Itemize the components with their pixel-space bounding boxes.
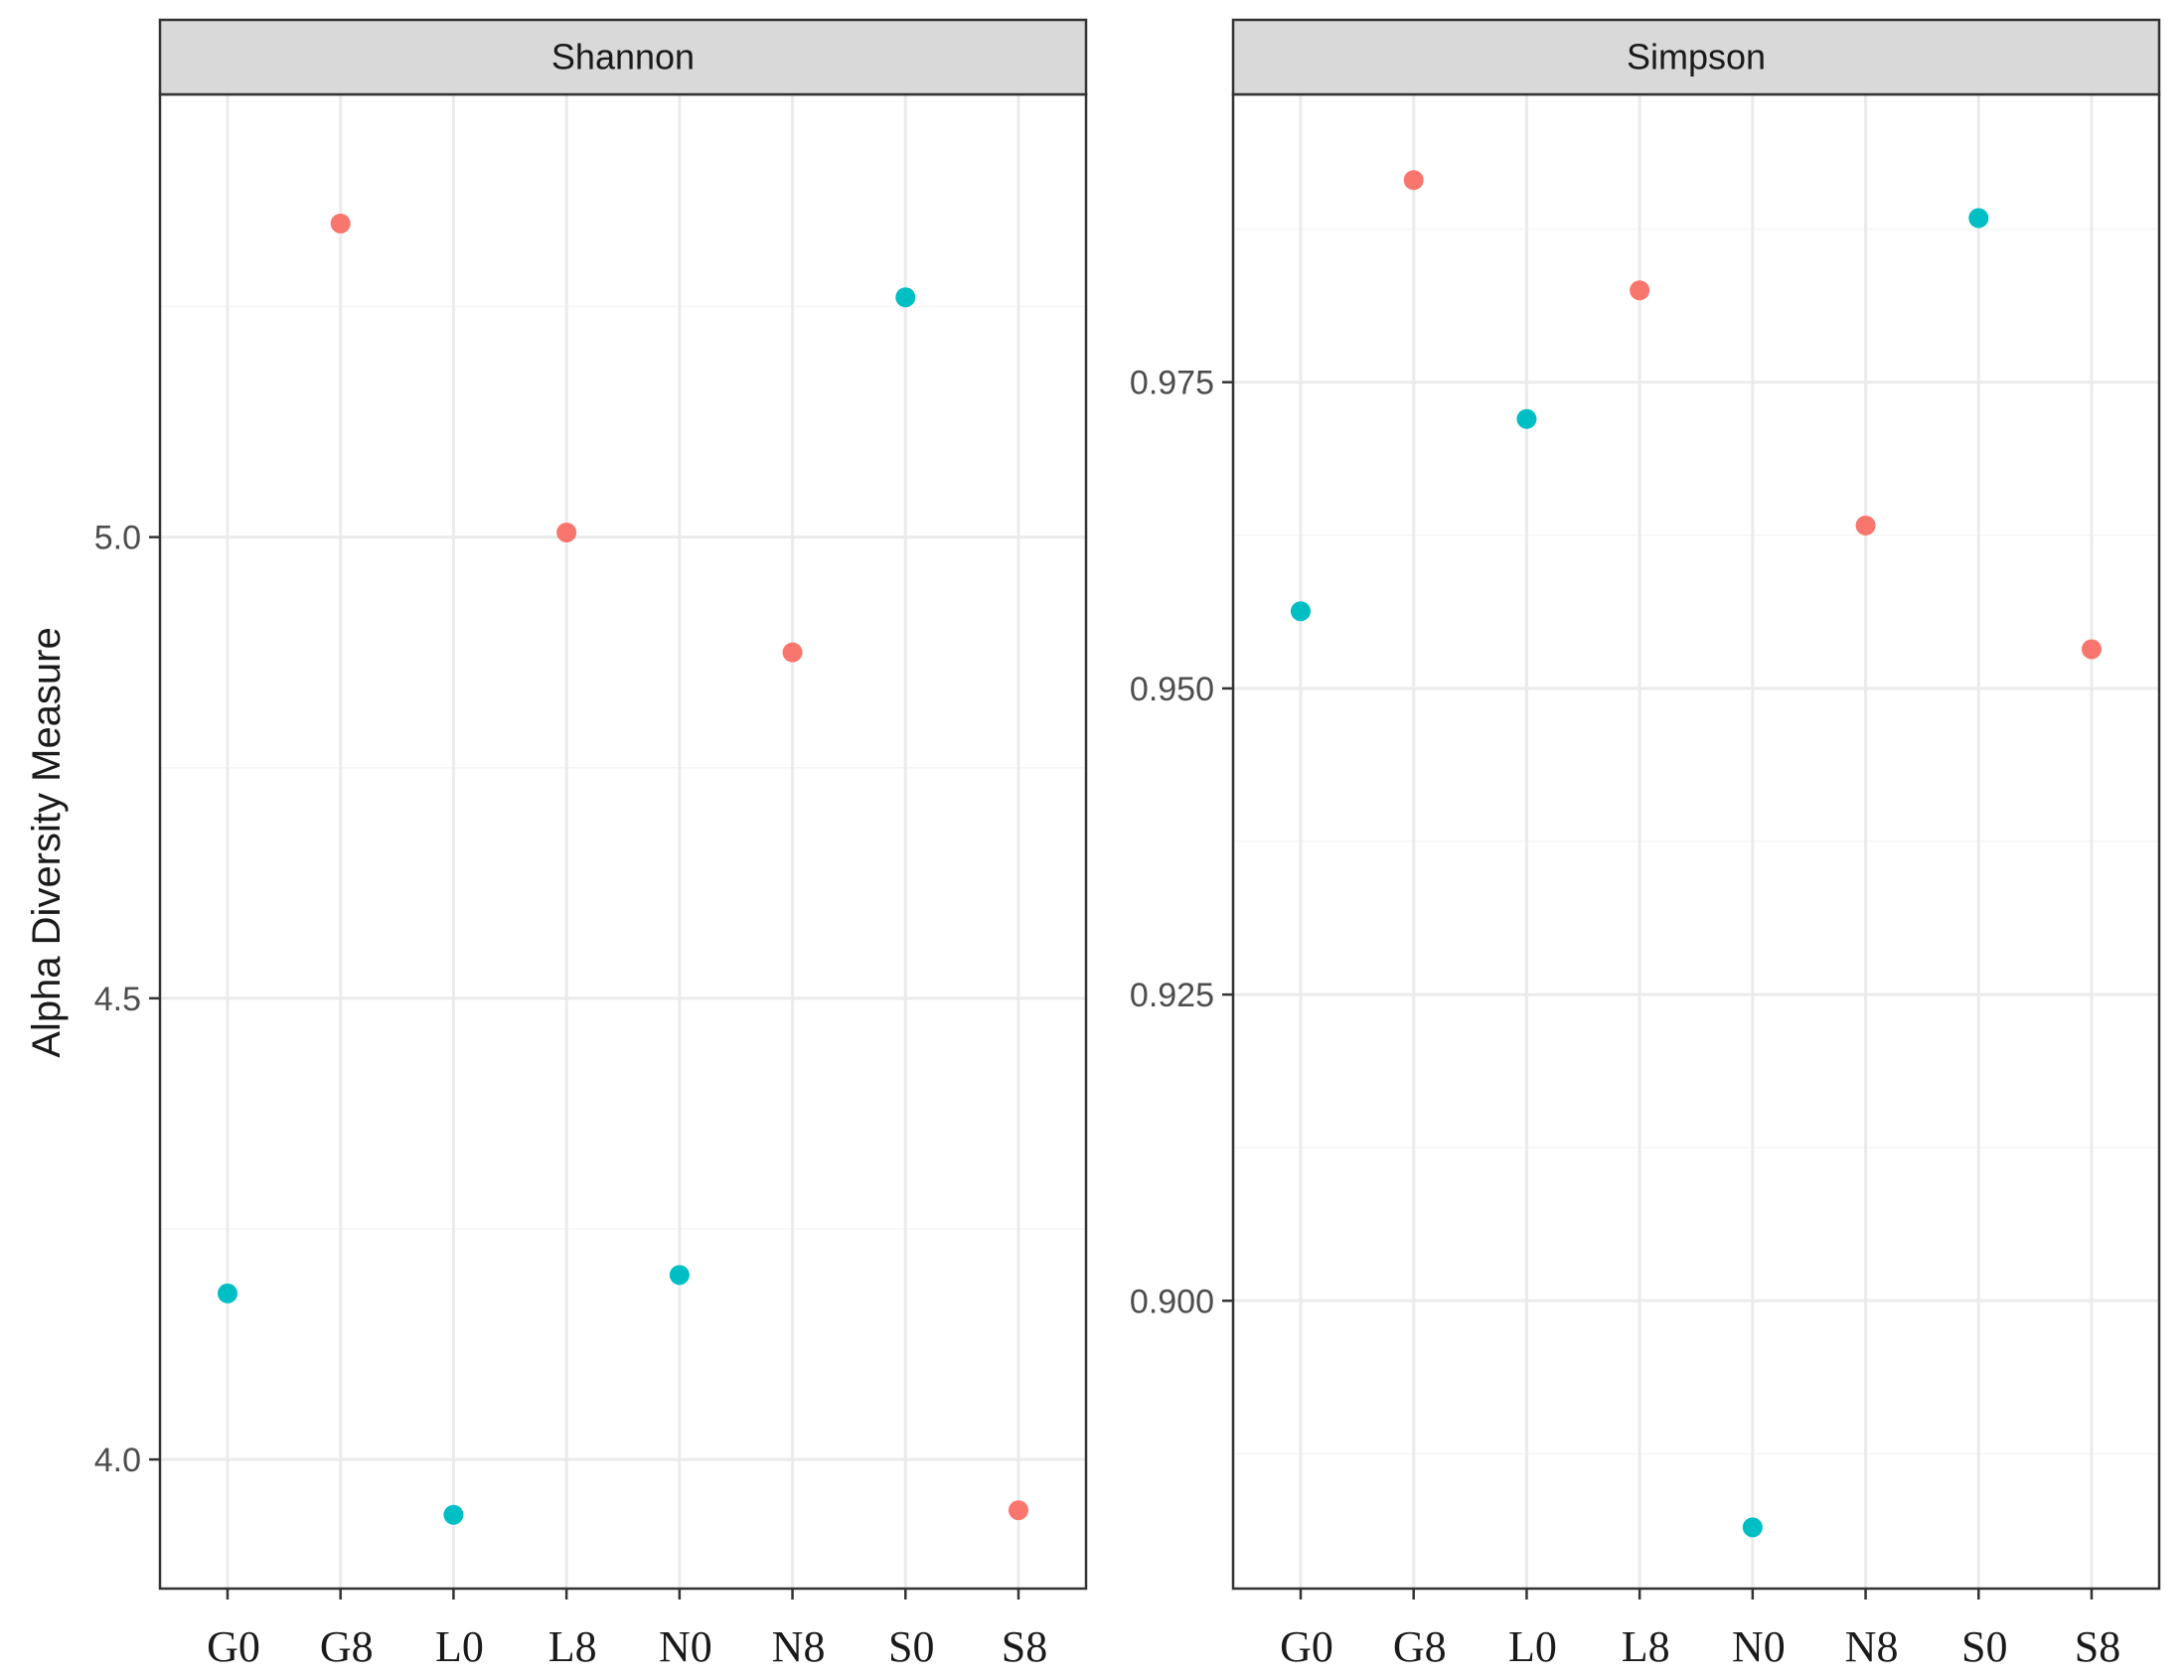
data-point-simpson-n0	[1742, 1517, 1763, 1538]
data-point-shannon-g8	[330, 213, 351, 233]
x-tick-label: L0	[435, 1622, 484, 1671]
x-tick-label: N8	[772, 1622, 826, 1671]
strip-label: Simpson	[1627, 37, 1766, 77]
strip-background	[158, 18, 1088, 96]
x-tick-label: S8	[1002, 1622, 1047, 1671]
data-point-simpson-g0	[1291, 601, 1311, 622]
y-axis-label: Alpha Diversity Measure	[25, 627, 69, 1058]
x-tick-label: N8	[1845, 1622, 1899, 1671]
data-point-shannon-n0	[669, 1265, 690, 1286]
x-tick-label: G0	[1280, 1622, 1333, 1671]
strip-label: Shannon	[551, 37, 695, 77]
y-tick-label: 0.950	[1130, 671, 1214, 708]
x-tick-label: S8	[2075, 1622, 2120, 1671]
data-point-shannon-s8	[1009, 1500, 1028, 1521]
x-tick-label: G0	[207, 1622, 260, 1671]
x-tick-label: G8	[320, 1622, 374, 1671]
x-tick-label: S0	[1961, 1622, 2007, 1671]
panel-simpson: Simpson 0.900 0.925 0.950 0.975 G0 G8 L0 L8 N0 N8 S…	[1130, 18, 2161, 1671]
y-tick-label: 0.975	[1130, 365, 1214, 402]
data-point-simpson-n8	[1855, 515, 1876, 535]
data-point-simpson-l0	[1516, 408, 1537, 429]
data-point-simpson-l8	[1630, 280, 1650, 301]
y-tick-label: 5.0	[94, 520, 141, 557]
facet-panels: Shannon 4.0 4.5 5.0 G0 G8 L0 L8 N0 N8 S0 S8 Simpson 0…	[94, 18, 2161, 1671]
data-point-shannon-l8	[556, 522, 577, 542]
x-tick-label: N0	[1732, 1622, 1786, 1671]
y-tick-label: 4.0	[94, 1442, 141, 1479]
strip-background	[1231, 18, 2161, 96]
x-tick-label: L0	[1508, 1622, 1557, 1671]
data-point-simpson-g8	[1403, 170, 1424, 191]
data-point-shannon-g0	[218, 1283, 237, 1303]
x-tick-label: N0	[659, 1622, 712, 1671]
y-tick-label: 4.5	[94, 981, 141, 1018]
data-point-simpson-s0	[1968, 208, 1989, 229]
panel-background	[160, 94, 1086, 1589]
y-tick-label: 0.925	[1130, 977, 1214, 1014]
x-tick-label: S0	[888, 1622, 934, 1671]
data-point-shannon-s0	[895, 287, 916, 308]
x-tick-label: L8	[548, 1622, 597, 1671]
data-point-shannon-l0	[443, 1504, 464, 1525]
x-tick-label: G8	[1393, 1622, 1447, 1671]
panel-shannon: Shannon 4.0 4.5 5.0 G0 G8 L0 L8 N0 N8 S0 S8	[94, 18, 1088, 1671]
data-point-shannon-n8	[782, 642, 803, 663]
x-tick-label: L8	[1622, 1622, 1670, 1671]
data-point-simpson-s8	[2082, 639, 2102, 660]
y-tick-label: 0.900	[1130, 1283, 1214, 1320]
